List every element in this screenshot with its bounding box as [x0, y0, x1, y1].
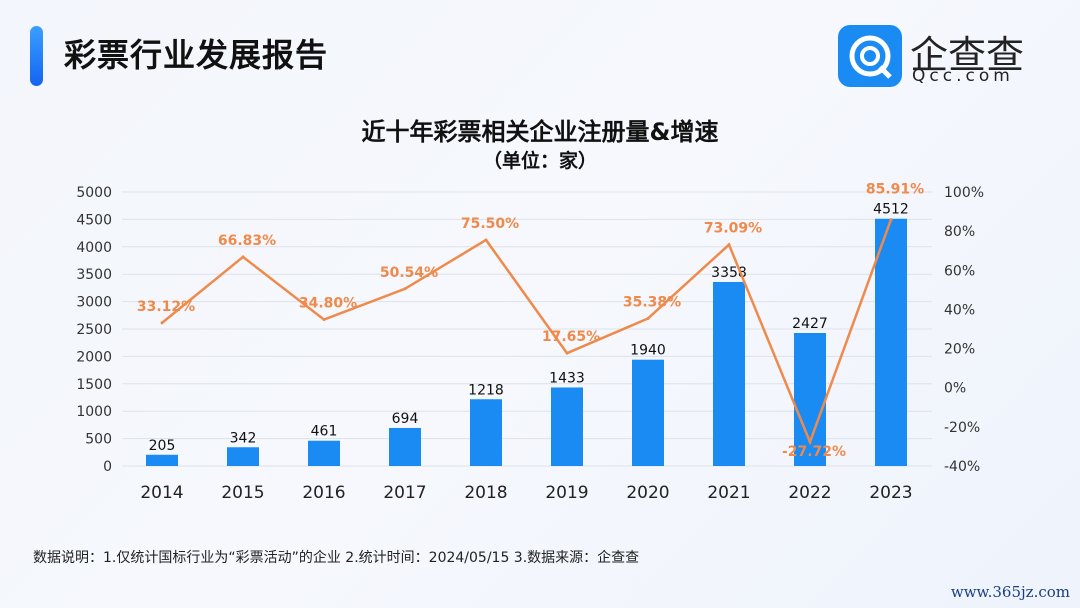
line-label: 66.83% [218, 233, 276, 249]
bar-label: 694 [392, 411, 419, 427]
left-axis-tick: 2000 [76, 349, 112, 365]
line-point [241, 255, 245, 259]
line-point [403, 287, 407, 291]
x-axis-tick: 2021 [707, 483, 750, 503]
bar-label: 205 [149, 438, 176, 454]
bar [308, 440, 340, 466]
line-label: 34.80% [299, 296, 357, 312]
x-axis-tick: 2015 [221, 483, 264, 503]
left-axis-tick: 3000 [76, 295, 112, 311]
page-title: 彩票行业发展报告 [64, 36, 329, 74]
line-point [160, 321, 164, 325]
left-axis-tick: 4500 [76, 212, 112, 228]
right-axis-tick: 100% [944, 185, 984, 201]
growth-line [161, 219, 893, 446]
x-axis-tick: 2018 [464, 483, 507, 503]
bar [389, 427, 421, 466]
bar-label: 1433 [549, 370, 585, 386]
line-point [727, 243, 731, 247]
title-accent-bar [30, 26, 43, 86]
line-label: -27.72% [782, 444, 846, 460]
x-axis-tick: 2016 [302, 483, 345, 503]
right-axis-tick: 40% [944, 302, 975, 318]
bar-label: 2427 [792, 316, 828, 332]
x-axis-tick: 2014 [140, 483, 183, 503]
line-label: 35.38% [623, 294, 681, 310]
line-label: 50.54% [380, 265, 438, 281]
left-axis-tick: 4000 [76, 240, 112, 256]
right-axis-tick: 20% [944, 342, 975, 358]
bar-label: 1218 [468, 382, 504, 398]
bar [470, 399, 502, 466]
line-label: 75.50% [461, 216, 519, 232]
logo-text: 企查查 [910, 33, 1025, 77]
line-point [565, 351, 569, 355]
x-axis-tick: 2022 [788, 483, 831, 503]
line-label: 73.09% [704, 221, 762, 237]
right-axis-tick: 80% [944, 224, 975, 240]
left-axis-tick: 1500 [76, 377, 112, 393]
x-axis-tick: 2017 [383, 483, 426, 503]
bar-label: 4512 [873, 202, 909, 218]
bar [875, 218, 907, 466]
bar [551, 387, 583, 466]
bar [632, 359, 664, 466]
left-axis-tick: 1000 [76, 404, 112, 420]
line-point [322, 318, 326, 322]
logo-subtext: Qcc.com [912, 66, 1014, 86]
right-axis-tick: -40% [944, 459, 980, 475]
left-axis-tick: 0 [103, 459, 112, 475]
line-label: 85.91% [866, 182, 924, 198]
line-point [646, 316, 650, 320]
bar-label: 461 [311, 424, 338, 440]
chart-subtitle: （单位：家） [482, 150, 597, 172]
right-axis-tick: 60% [944, 263, 975, 279]
bar-label: 342 [230, 430, 257, 446]
bar [713, 281, 745, 466]
left-axis-tick: 3500 [76, 267, 112, 283]
line-point [484, 238, 488, 242]
line-label: 17.65% [542, 329, 600, 345]
left-axis-tick: 5000 [76, 185, 112, 201]
right-axis-tick: 0% [944, 381, 966, 397]
qcc-logo-icon [838, 25, 902, 87]
x-axis-tick: 2019 [545, 483, 588, 503]
chart: 0 500 1000 1500 2000 2500 3000 3500 4000 4500 5000… [76, 182, 984, 503]
line-point [889, 218, 893, 222]
bar [227, 447, 259, 466]
left-axis-tick: 500 [85, 432, 112, 448]
x-axis-tick: 2020 [626, 483, 669, 503]
line-label: 33.12% [137, 299, 195, 315]
x-axis-tick: 2023 [869, 483, 912, 503]
bar [146, 454, 178, 466]
chart-title: 近十年彩票相关企业注册量&增速 [361, 118, 719, 146]
left-axis-tick: 2500 [76, 322, 112, 338]
data-note: 数据说明：1.仅统计国标行业为“彩票活动”的企业 2.统计时间：2024/05/… [33, 550, 640, 566]
line-point [808, 440, 812, 444]
watermark: www.365jz.com [950, 583, 1070, 601]
bar-label: 1940 [630, 343, 666, 359]
right-axis-tick: -20% [944, 420, 980, 436]
